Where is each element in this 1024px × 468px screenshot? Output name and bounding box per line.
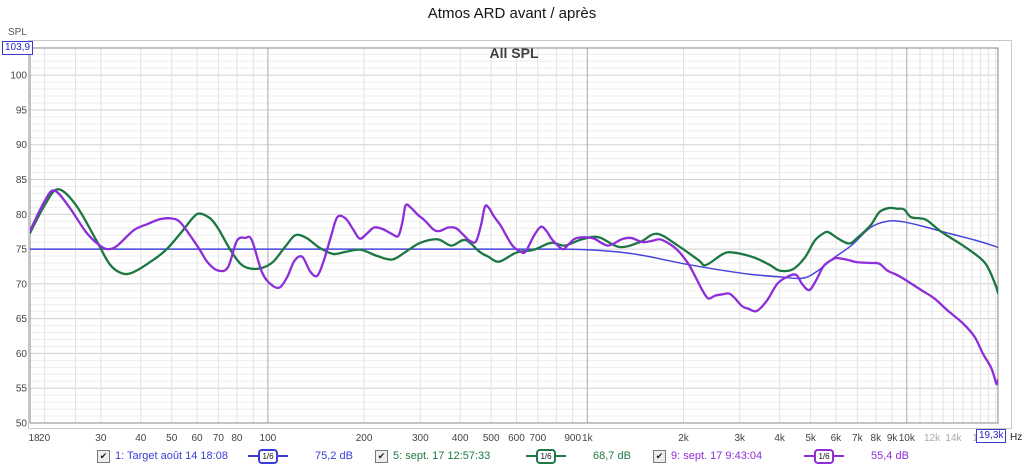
x-tick-label: 600 bbox=[508, 433, 525, 444]
x-tick-label: 7k bbox=[852, 433, 864, 444]
x-tick-label: 10k bbox=[899, 433, 916, 444]
legend-line-sample: 1/6 bbox=[523, 448, 569, 464]
y-tick-label: 55 bbox=[16, 384, 28, 395]
smoothing-button[interactable]: 1/6 bbox=[814, 448, 834, 464]
y-tick-label: 50 bbox=[16, 419, 28, 430]
x-tick-label: 60 bbox=[191, 433, 203, 444]
x-tick-label: 900 bbox=[564, 433, 581, 444]
y-axis-max-field[interactable]: 103,9 bbox=[2, 41, 34, 55]
legend-value: 68,7 dB bbox=[593, 450, 631, 462]
y-tick-label: 90 bbox=[16, 140, 28, 151]
x-tick-label: 400 bbox=[452, 433, 469, 444]
legend-line-sample: 1/6 bbox=[245, 448, 291, 464]
y-tick-label: 100 bbox=[10, 71, 27, 82]
legend-checkbox[interactable]: ✔ bbox=[653, 449, 666, 463]
y-tick-label: 65 bbox=[16, 314, 28, 325]
legend-label: 1: Target août 14 18:08 bbox=[115, 450, 228, 462]
x-tick-label: 9k bbox=[887, 433, 899, 444]
x-tick-label: 50 bbox=[166, 433, 178, 444]
x-tick-label: 14k bbox=[945, 433, 962, 444]
y-tick-label: 70 bbox=[16, 279, 28, 290]
x-tick-labels: 18 20 30 40 50 60 70 80 100 200 300 400 500 600 700 900… bbox=[28, 433, 989, 444]
y-tick-label: 60 bbox=[16, 349, 28, 360]
check-icon: ✔ bbox=[377, 450, 386, 461]
meas9-curve bbox=[30, 189, 998, 386]
x-tick-label: 3k bbox=[734, 433, 746, 444]
x-tick-label: 700 bbox=[530, 433, 547, 444]
line-sample-right bbox=[833, 455, 844, 457]
plot-border bbox=[29, 47, 999, 424]
smoothing-button[interactable]: 1/6 bbox=[258, 448, 278, 464]
x-tick-label: 100 bbox=[260, 433, 277, 444]
x-tick-label: 500 bbox=[483, 433, 500, 444]
x-tick-label: 70 bbox=[213, 433, 225, 444]
y-tick-labels: 100 95 90 85 80 75 70 65 60 55 50 bbox=[10, 71, 27, 430]
legend-checkbox[interactable]: ✔ bbox=[97, 449, 110, 463]
x-tick-label: 300 bbox=[412, 433, 429, 444]
y-tick-label: 85 bbox=[16, 175, 28, 186]
y-tick-label: 95 bbox=[16, 105, 28, 116]
y-tick-label: 75 bbox=[16, 245, 28, 256]
x-tick-label: 200 bbox=[356, 433, 373, 444]
line-sample-left bbox=[248, 455, 259, 457]
line-sample-right bbox=[277, 455, 288, 457]
check-icon: ✔ bbox=[655, 450, 664, 461]
legend-label: 5: sept. 17 12:57:33 bbox=[393, 450, 491, 462]
legend-entry-meas5: ✔ 5: sept. 17 12:57:33 1/6 68,7 dB bbox=[373, 448, 631, 464]
x-tick-label: 12k bbox=[924, 433, 941, 444]
legend-entry-meas9: ✔ 9: sept. 17 9:43:04 1/6 55,4 dB bbox=[651, 448, 909, 464]
x-axis-unit: Hz bbox=[1010, 432, 1023, 443]
x-tick-label: 8k bbox=[871, 433, 883, 444]
x-axis-max-field[interactable]: 19,3k bbox=[976, 429, 1007, 443]
meas5-curve bbox=[30, 188, 998, 295]
graph-panel-frame bbox=[28, 40, 1012, 429]
x-tick-label: 30 bbox=[95, 433, 107, 444]
page-title: Atmos ARD avant / après bbox=[427, 5, 597, 22]
x-tick-label: 6k bbox=[831, 433, 843, 444]
legend-value: 75,2 dB bbox=[315, 450, 353, 462]
line-sample-left bbox=[804, 455, 815, 457]
legend-checkbox[interactable]: ✔ bbox=[375, 449, 388, 463]
x-tick-label: 1k bbox=[582, 433, 594, 444]
x-tick-label: 80 bbox=[231, 433, 243, 444]
legend-line-sample: 1/6 bbox=[801, 448, 847, 464]
legend-label: 9: sept. 17 9:43:04 bbox=[671, 450, 763, 462]
x-tick-label: 2k bbox=[678, 433, 690, 444]
legend-entry-target: ✔ 1: Target août 14 18:08 1/6 75,2 dB bbox=[95, 448, 353, 464]
gridlines bbox=[30, 48, 998, 423]
x-tick-label: 18 bbox=[28, 433, 40, 444]
y-tick-label: 80 bbox=[16, 210, 28, 221]
legend-value: 55,4 dB bbox=[871, 450, 909, 462]
y-axis-title: SPL bbox=[8, 27, 27, 38]
x-tick-label: 40 bbox=[135, 433, 147, 444]
check-icon: ✔ bbox=[99, 450, 108, 461]
smoothing-button[interactable]: 1/6 bbox=[536, 448, 556, 464]
line-sample-left bbox=[526, 455, 537, 457]
x-tick-label: 20 bbox=[39, 433, 51, 444]
x-tick-label: 4k bbox=[774, 433, 786, 444]
line-sample-right bbox=[555, 455, 566, 457]
x-tick-label: 5k bbox=[805, 433, 817, 444]
